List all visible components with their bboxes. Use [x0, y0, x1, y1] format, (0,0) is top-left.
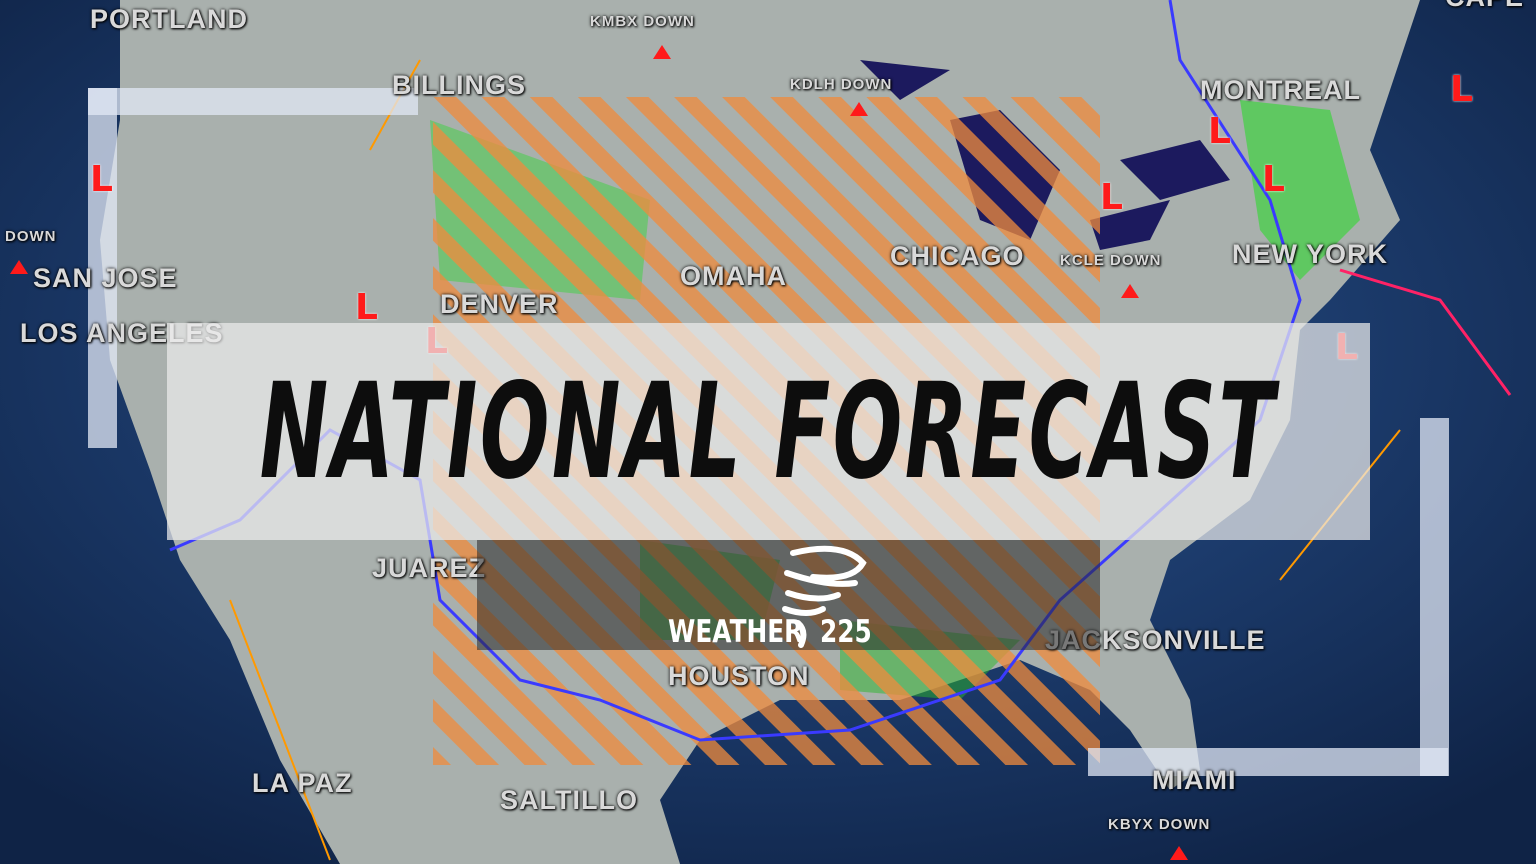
city-label: NEW YORK [1232, 239, 1389, 269]
city-label: SALTILLO [500, 785, 638, 815]
page-title: NATIONAL FORECAST [259, 354, 1278, 509]
low-pressure-icon: L [1450, 69, 1473, 110]
logo-word: WEATHER [668, 614, 804, 650]
weather-225-logo: WEATHER 225 [668, 543, 872, 650]
low-pressure-icon: L [90, 159, 113, 200]
city-label: OMAHA [680, 261, 787, 291]
radar-echo [1240, 100, 1360, 280]
low-pressure-icon: L [1208, 111, 1231, 152]
radar-status-label: KDLH DOWN [790, 76, 893, 93]
low-pressure-icon: L [1262, 159, 1285, 200]
radar-down-icon [850, 102, 868, 116]
city-label: CAPE [1445, 0, 1524, 13]
frame-bracket-right [1420, 418, 1449, 776]
radar-down-icon [1121, 284, 1139, 298]
city-label: LA PAZ [252, 768, 353, 798]
radar-status-label: DOWN [5, 228, 57, 245]
city-label: PORTLAND [90, 4, 248, 34]
radar-status-label: KBYX DOWN [1108, 816, 1211, 833]
low-pressure-icon: L [1100, 177, 1123, 218]
radar-status-label: KCLE DOWN [1060, 252, 1162, 269]
city-label: MIAMI [1152, 765, 1237, 795]
radar-down-icon [1170, 846, 1188, 860]
radar-status-label: KMBX DOWN [590, 13, 695, 30]
tornado-icon [782, 545, 867, 648]
city-label: MONTREAL [1200, 75, 1361, 105]
city-label: HOUSTON [668, 661, 810, 691]
radar-down-icon [653, 45, 671, 59]
front-line [1339, 268, 1512, 396]
title-banner: NATIONAL FORECAST [167, 323, 1370, 540]
city-label: JUAREZ [372, 553, 487, 583]
logo-number: 225 [820, 614, 872, 650]
frame-bracket-left-top [88, 88, 418, 115]
frame-bracket-left [88, 88, 117, 448]
city-label: SAN JOSE [33, 263, 178, 293]
radar-down-icon [10, 260, 28, 274]
city-label: BILLINGS [392, 70, 526, 100]
city-label: CHICAGO [890, 241, 1025, 271]
frame-bracket-right-bottom [1088, 748, 1448, 776]
low-pressure-icon: L [355, 287, 378, 328]
city-label: DENVER [440, 289, 559, 319]
